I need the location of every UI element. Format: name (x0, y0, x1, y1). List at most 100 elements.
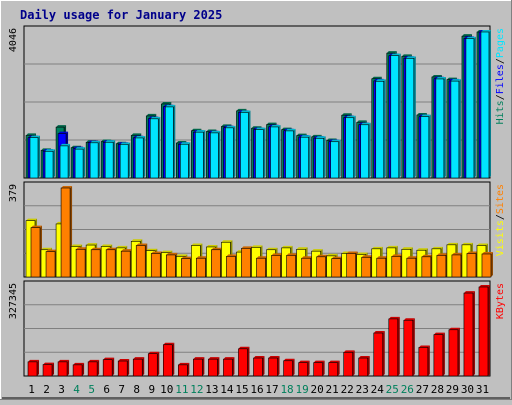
bar-hits-pages-day-22 (345, 115, 356, 179)
bar-hits-pages-day-26-face (405, 58, 415, 179)
bar-hits-pages-day-28 (435, 76, 446, 179)
bar-visits-visits-day-27-top (416, 248, 428, 251)
bar-kbytes-kbytes-day-21-face (328, 362, 338, 377)
bar-kbytes-kbytes-day-26 (403, 318, 415, 377)
bar-kbytes-kbytes-day-30-face (463, 292, 474, 377)
bar-visits-sites-day-10-top (166, 252, 178, 255)
bar-visits-sites-day-9 (150, 251, 163, 278)
bar-hits-pages-day-27 (420, 114, 431, 179)
bar-kbytes-kbytes-day-19-top (298, 360, 310, 363)
bar-hits-hits-day-22-top (341, 113, 352, 116)
legend-separator: / (495, 94, 506, 100)
bar-kbytes-kbytes-day-1 (27, 359, 39, 377)
bar-kbytes-kbytes-day-30 (463, 291, 475, 377)
bar-visits-sites-day-11-face (181, 258, 191, 278)
bar-hits-pages-day-22-face (345, 117, 354, 179)
bar-kbytes-kbytes-day-2-side (52, 362, 55, 376)
bar-kbytes-kbytes-day-19 (298, 360, 310, 377)
bar-hits-pages-day-10-top (165, 104, 176, 107)
bar-visits-sites-day-2 (45, 249, 58, 278)
bar-kbytes-kbytes-day-18 (283, 358, 295, 377)
bar-hits-pages-day-15-top (240, 110, 251, 113)
panel-visits: 379 Visits/Sites (8, 181, 506, 278)
bar-hits-pages-day-28-face (435, 78, 445, 179)
x-tick-label-day-24: 24 (371, 383, 385, 396)
bar-visits-sites-day-11 (181, 256, 193, 278)
bar-hits-pages-day-24 (375, 79, 386, 179)
bar-hits-pages-day-6-top (105, 140, 116, 143)
bar-visits-visits-day-14-top (221, 240, 233, 243)
bar-visits-sites-day-29-face (451, 254, 462, 278)
bar-hits-pages-day-5-side (98, 140, 101, 178)
bar-hits-pages-day-14-top (225, 125, 236, 128)
bar-hits-hits-day-9-top (146, 113, 157, 116)
bar-hits-pages-day-9-face (149, 118, 159, 179)
bar-hits-hits-day-24-top (371, 76, 382, 79)
bar-hits-pages-day-19 (300, 135, 311, 179)
bar-kbytes-kbytes-day-2 (42, 362, 55, 377)
bar-visits-visits-day-2-top (41, 247, 53, 250)
bar-kbytes-kbytes-day-24 (373, 331, 385, 377)
bar-visits-visits-day-16-top (251, 245, 263, 248)
bar-hits-pages-day-4-top (75, 147, 86, 150)
bar-hits-pages-day-10-face (164, 106, 174, 179)
bar-hits-pages-day-3 (59, 143, 71, 179)
x-tick-label-day-4: 4 (73, 383, 80, 396)
bar-visits-sites-day-23-top (361, 255, 373, 258)
bar-visits-sites-day-19-face (301, 257, 311, 278)
x-tick-label-day-7: 7 (118, 383, 125, 396)
bar-hits-pages-day-22-top (345, 115, 356, 118)
bar-kbytes-kbytes-day-31-side (487, 285, 490, 376)
bar-visits-sites-day-23-face (361, 256, 372, 278)
bar-visits-sites-day-22-face (346, 253, 356, 278)
bar-kbytes-kbytes-day-13 (208, 357, 220, 377)
bar-hits-pages-day-14-side (233, 125, 236, 178)
bar-visits-sites-day-21-top (331, 256, 343, 259)
bar-kbytes-kbytes-day-5 (87, 359, 100, 377)
bar-visits-sites-day-16-face (256, 257, 266, 278)
bar-visits-visits-day-25-top (386, 245, 398, 248)
bar-kbytes-kbytes-day-24-face (373, 332, 384, 377)
bar-kbytes-kbytes-day-22-top (343, 350, 355, 353)
bar-kbytes-kbytes-day-2-face (42, 364, 53, 377)
x-tick-label-day-29: 29 (446, 383, 459, 396)
bar-hits-pages-day-11-top (180, 142, 191, 145)
bar-hits-pages-day-1-face (29, 137, 39, 179)
bar-visits-sites-day-10-face (165, 254, 176, 278)
bar-kbytes-kbytes-day-27 (418, 345, 430, 377)
bar-hits-pages-day-11 (180, 142, 191, 179)
bar-kbytes-kbytes-day-27-face (418, 347, 429, 377)
bar-hits-pages-day-29-top (450, 79, 461, 82)
bar-kbytes-kbytes-day-23-side (367, 356, 370, 376)
x-tick-label-day-13: 13 (205, 383, 218, 396)
bar-kbytes-kbytes-day-28-face (433, 334, 444, 377)
bar-hits-pages-day-26-top (405, 56, 416, 59)
x-tick-label-day-15: 15 (235, 383, 248, 396)
bar-hits-pages-day-24-face (375, 80, 385, 179)
bar-hits-pages-day-3-face (59, 145, 69, 179)
bar-hits-pages-day-23-side (368, 122, 371, 178)
bar-kbytes-kbytes-day-23-top (358, 356, 370, 359)
bar-hits-hits-day-25-top (386, 51, 397, 54)
bar-hits-pages-day-23 (360, 122, 371, 179)
bar-visits-sites-day-14-face (226, 256, 236, 278)
bar-visits-sites-day-3 (60, 186, 73, 278)
bar-kbytes-kbytes-day-31-top (478, 285, 490, 287)
bar-kbytes-kbytes-day-27-side (427, 345, 430, 376)
bar-kbytes-kbytes-day-6-face (102, 359, 113, 377)
bar-kbytes-kbytes-day-14-face (223, 358, 233, 377)
bar-visits-sites-day-8-face (135, 245, 146, 278)
bar-visits-visits-day-12-top (191, 243, 203, 246)
bar-hits-pages-day-17-face (270, 126, 279, 179)
bar-visits-sites-day-12 (196, 256, 208, 278)
bar-hits-pages-day-24-top (375, 79, 386, 82)
bar-kbytes-kbytes-day-20-top (313, 360, 325, 363)
legend-separator: / (495, 58, 506, 64)
bar-visits-sites-day-25-top (391, 254, 403, 257)
x-tick-label-day-3: 3 (58, 383, 65, 396)
bar-hits-pages-day-13-face (210, 132, 219, 179)
bar-kbytes-kbytes-day-3-face (57, 361, 68, 377)
bar-visits-sites-day-18-top (286, 253, 298, 256)
bar-kbytes-kbytes-day-10-top (163, 342, 175, 345)
bar-hits-pages-day-15-face (240, 112, 249, 179)
